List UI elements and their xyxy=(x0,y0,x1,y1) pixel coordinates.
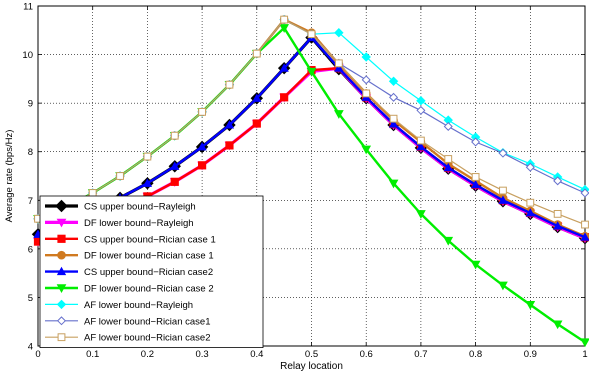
data-point xyxy=(199,108,206,115)
data-point xyxy=(281,16,288,23)
legend-label: AF lower bound−Rician case2 xyxy=(84,333,210,344)
y-tick-label: 11 xyxy=(23,2,33,13)
x-tick-label: 0 xyxy=(35,349,40,360)
data-point xyxy=(472,174,479,181)
x-tick-label: 0.6 xyxy=(360,349,373,360)
data-point xyxy=(171,178,178,185)
y-tick-label: 6 xyxy=(28,244,33,255)
x-tick-label: 0.2 xyxy=(141,349,154,360)
data-point xyxy=(226,142,233,149)
x-tick-label: 0.7 xyxy=(414,349,427,360)
legend-swatch-marker xyxy=(58,334,65,341)
data-point xyxy=(144,153,151,160)
data-point xyxy=(89,190,96,197)
data-point xyxy=(226,81,233,88)
data-point xyxy=(390,115,397,122)
data-point xyxy=(444,123,452,131)
data-point xyxy=(500,187,507,194)
legend-label: DF lower bound−Rician case 1 xyxy=(84,251,214,262)
data-point xyxy=(171,132,178,139)
data-point xyxy=(335,60,342,67)
legend-swatch-marker xyxy=(58,251,66,259)
legend-label: AF lower bound−Rayleigh xyxy=(84,300,193,311)
data-point xyxy=(417,107,425,115)
legend-label: DF lower bound−Rayleigh xyxy=(84,218,194,229)
legend-swatch-marker xyxy=(58,235,65,242)
y-tick-label: 9 xyxy=(28,99,33,110)
x-axis-label: Relay location xyxy=(280,361,343,372)
x-tick-label: 0.9 xyxy=(524,349,537,360)
x-tick-label: 0.1 xyxy=(86,349,99,360)
legend-label: CS upper bound−Rayleigh xyxy=(84,202,196,213)
data-point xyxy=(281,94,288,101)
legend-label: CS upper bound−Rician case 1 xyxy=(84,234,216,245)
data-point xyxy=(199,162,206,169)
data-point xyxy=(253,50,260,57)
legend: CS upper bound−Rayleigh DF lower bound−Ra… xyxy=(40,196,263,348)
data-point xyxy=(117,173,124,180)
x-tick-label: 0.5 xyxy=(305,349,318,360)
data-point xyxy=(308,31,315,38)
legend-label: DF lower bound−Rician case 2 xyxy=(84,284,214,295)
x-tick-label: 0.8 xyxy=(469,349,482,360)
data-point xyxy=(581,339,589,346)
data-point xyxy=(527,199,534,206)
data-point xyxy=(418,137,425,144)
y-tick-label: 10 xyxy=(22,50,33,61)
data-point xyxy=(390,94,398,102)
data-point xyxy=(253,120,260,127)
y-tick-label: 8 xyxy=(28,147,33,158)
data-point xyxy=(554,210,561,217)
y-tick-label: 7 xyxy=(28,196,33,207)
data-point xyxy=(363,90,370,97)
data-point xyxy=(445,156,452,163)
y-tick-label: 5 xyxy=(28,293,33,304)
legend-label: AF lower bound−Rician case1 xyxy=(84,316,210,327)
x-tick-label: 0.4 xyxy=(250,349,263,360)
x-tick-label: 0.3 xyxy=(195,349,208,360)
data-point xyxy=(582,221,589,228)
legend-label: CS upper bound−Rician case2 xyxy=(84,267,213,278)
data-point xyxy=(362,76,370,84)
y-tick-label: 4 xyxy=(28,342,33,353)
data-point xyxy=(417,97,425,105)
y-axis-label: Average rate (bps/Hz) xyxy=(4,130,15,223)
x-tick-label: 1 xyxy=(582,349,587,360)
